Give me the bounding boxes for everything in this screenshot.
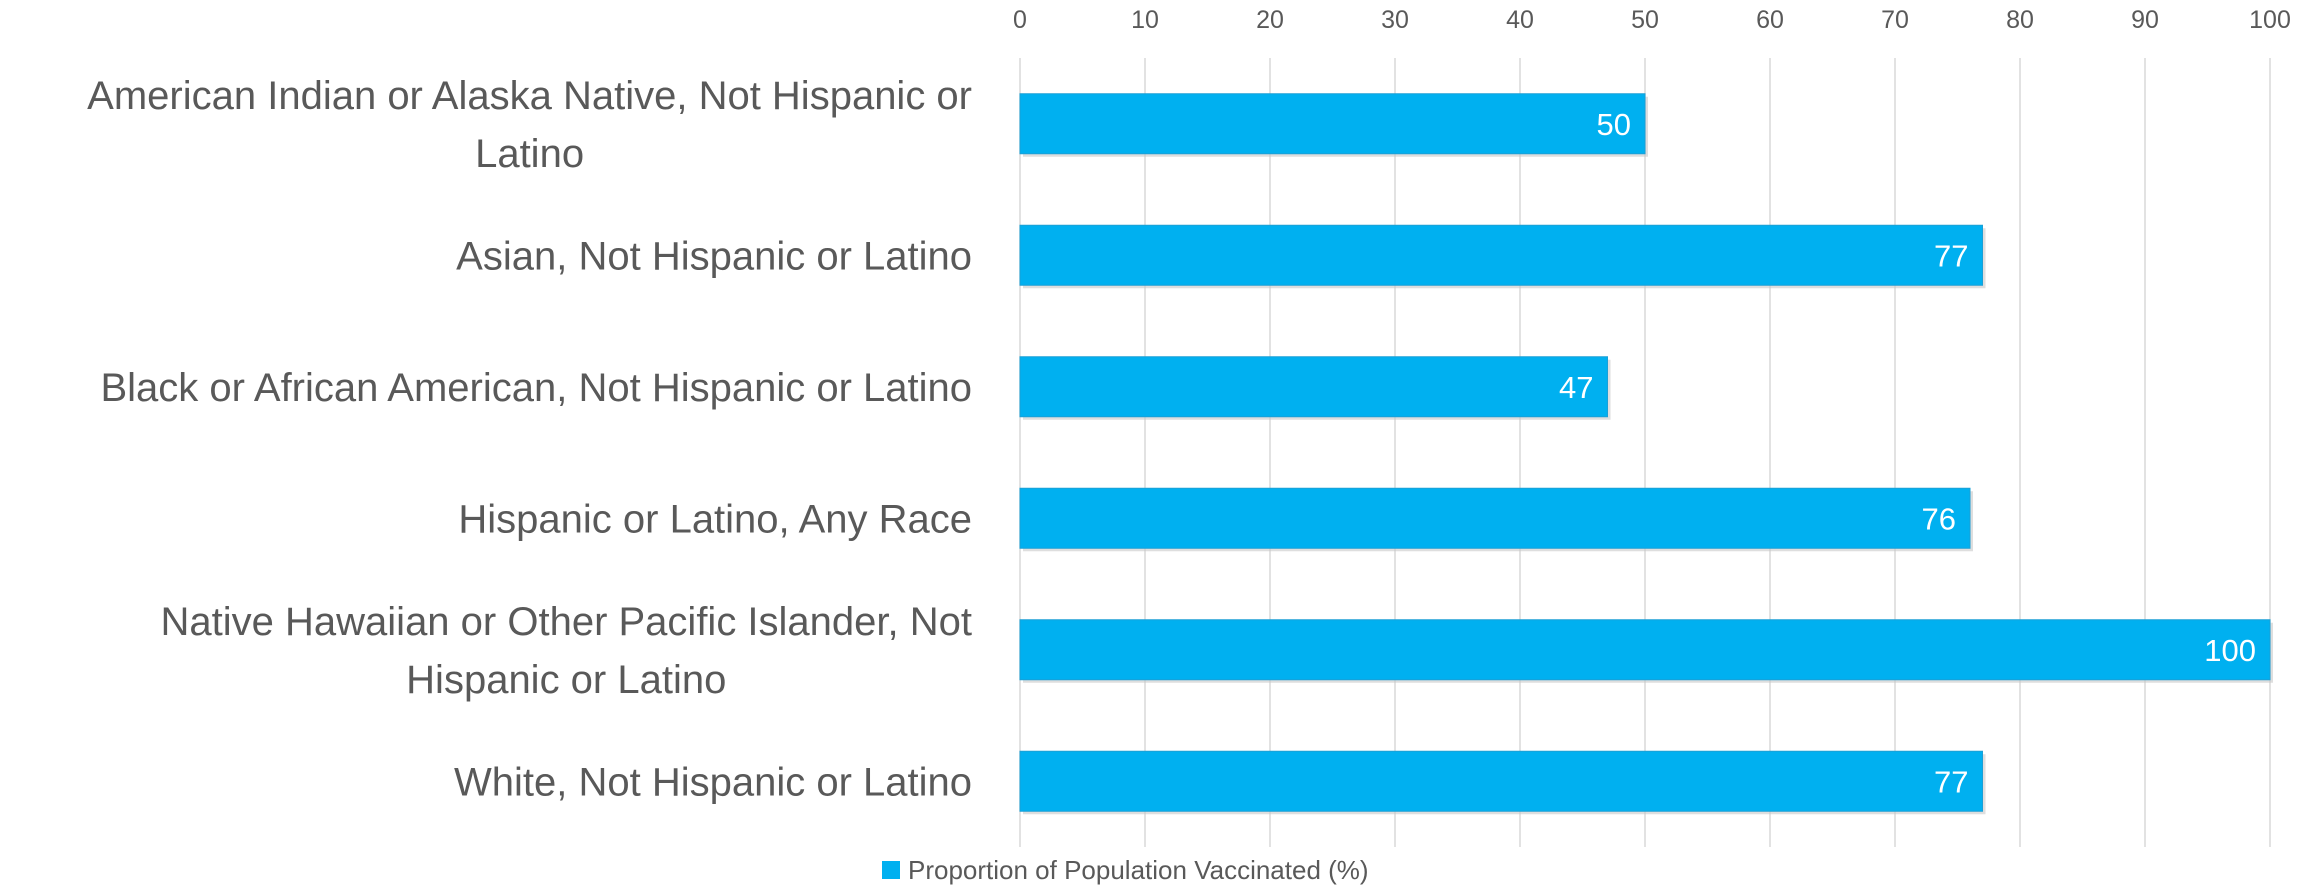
category-label: Black or African American, Not Hispanic … [100, 366, 972, 410]
x-tick-label: 100 [2249, 6, 2291, 34]
x-tick-label: 40 [1506, 6, 1534, 34]
category-label: American Indian or Alaska Native, Not Hi… [87, 74, 972, 176]
data-label: 50 [1597, 107, 1631, 142]
x-tick-label: 30 [1381, 6, 1409, 34]
data-label: 76 [1922, 501, 1956, 536]
data-label: 100 [2204, 633, 2256, 668]
category-label-line: Hispanic or Latino, Any Race [458, 497, 972, 541]
x-tick-label: 0 [1013, 6, 1027, 34]
category-label: Native Hawaiian or Other Pacific Islande… [161, 600, 972, 702]
x-tick-label: 10 [1131, 6, 1159, 34]
x-tick-label: 80 [2006, 6, 2034, 34]
bars: 50 77 47 76 100 77 [1019, 93, 2273, 815]
category-label-line: Asian, Not Hispanic or Latino [456, 234, 972, 278]
bar [1019, 93, 1646, 155]
category-label-line: American Indian or Alaska Native, Not Hi… [87, 74, 972, 118]
data-label: 77 [1934, 238, 1968, 273]
category-label-line: Hispanic or Latino [406, 658, 726, 702]
category-label-line: White, Not Hispanic or Latino [454, 760, 972, 804]
data-label: 47 [1559, 370, 1593, 405]
x-tick-label: 20 [1256, 6, 1284, 34]
bar [1019, 750, 1983, 812]
legend-swatch [882, 861, 900, 879]
category-label: Hispanic or Latino, Any Race [458, 497, 972, 541]
x-tick-label: 70 [1881, 6, 1909, 34]
category-label-line: Latino [475, 132, 584, 176]
gridlines [1019, 58, 2271, 847]
category-label-line: Native Hawaiian or Other Pacific Islande… [161, 600, 972, 644]
category-label-line: Black or African American, Not Hispanic … [100, 366, 972, 410]
bar [1019, 224, 1983, 286]
x-tick-label: 60 [1756, 6, 1784, 34]
legend: Proportion of Population Vaccinated (%) [882, 853, 1369, 887]
bar [1019, 487, 1971, 549]
legend-label: Proportion of Population Vaccinated (%) [908, 854, 1369, 885]
category-labels: American Indian or Alaska Native, Not Hi… [87, 74, 972, 805]
x-axis-ticks: 0 10 20 30 40 50 60 70 80 90 100 [1013, 6, 2291, 34]
x-tick-label: 90 [2131, 6, 2159, 34]
category-label: White, Not Hispanic or Latino [454, 760, 972, 804]
bar [1019, 619, 2271, 681]
data-label: 77 [1934, 764, 1968, 799]
x-tick-label: 50 [1631, 6, 1659, 34]
category-label: Asian, Not Hispanic or Latino [456, 234, 972, 278]
bar [1019, 356, 1608, 418]
